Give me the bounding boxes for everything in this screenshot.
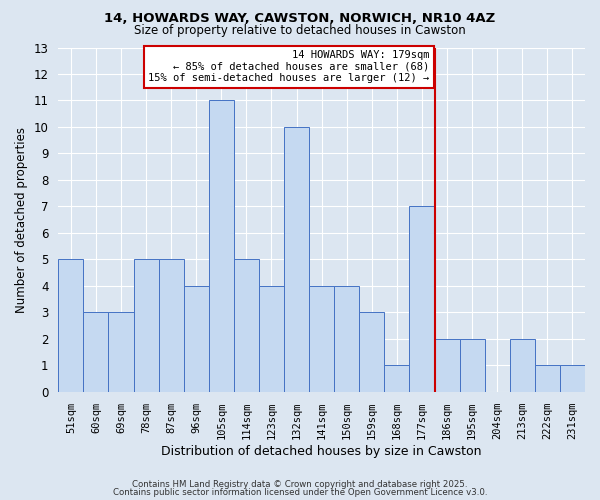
Bar	[560, 365, 585, 392]
Bar	[359, 312, 385, 392]
Bar	[385, 365, 409, 392]
Bar	[510, 339, 535, 392]
Bar	[284, 127, 309, 392]
Bar	[184, 286, 209, 392]
Bar	[535, 365, 560, 392]
Bar	[309, 286, 334, 392]
Bar	[158, 260, 184, 392]
Bar	[259, 286, 284, 392]
Text: 14, HOWARDS WAY, CAWSTON, NORWICH, NR10 4AZ: 14, HOWARDS WAY, CAWSTON, NORWICH, NR10 …	[104, 12, 496, 26]
Bar	[434, 339, 460, 392]
Y-axis label: Number of detached properties: Number of detached properties	[15, 126, 28, 312]
X-axis label: Distribution of detached houses by size in Cawston: Distribution of detached houses by size …	[161, 444, 482, 458]
Text: Size of property relative to detached houses in Cawston: Size of property relative to detached ho…	[134, 24, 466, 37]
Bar	[460, 339, 485, 392]
Text: Contains public sector information licensed under the Open Government Licence v3: Contains public sector information licen…	[113, 488, 487, 497]
Bar	[409, 206, 434, 392]
Bar	[234, 260, 259, 392]
Bar	[109, 312, 134, 392]
Bar	[334, 286, 359, 392]
Bar	[83, 312, 109, 392]
Text: 14 HOWARDS WAY: 179sqm
← 85% of detached houses are smaller (68)
15% of semi-det: 14 HOWARDS WAY: 179sqm ← 85% of detached…	[148, 50, 430, 84]
Text: Contains HM Land Registry data © Crown copyright and database right 2025.: Contains HM Land Registry data © Crown c…	[132, 480, 468, 489]
Bar	[209, 100, 234, 392]
Bar	[134, 260, 158, 392]
Bar	[58, 260, 83, 392]
